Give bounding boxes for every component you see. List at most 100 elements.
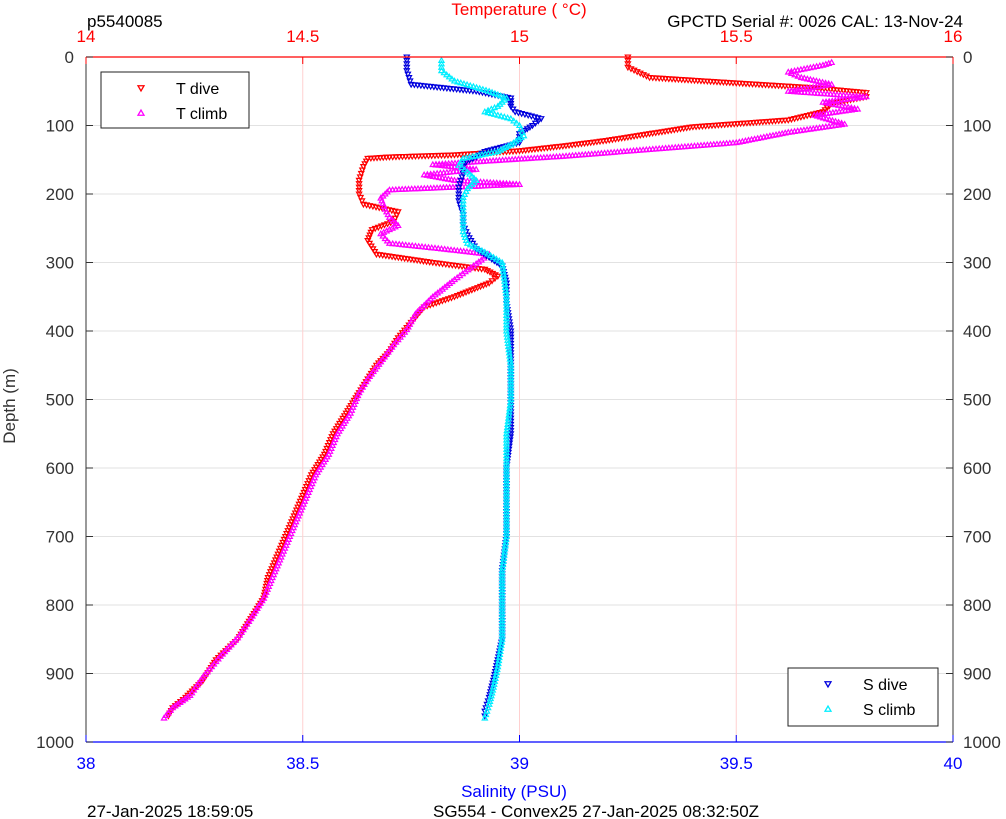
data-point-t_climb xyxy=(282,541,290,548)
serial-info: GPCTD Serial #: 0026 CAL: 13-Nov-24 xyxy=(667,12,963,31)
data-point-t_dive xyxy=(263,577,272,585)
data-point-t_climb xyxy=(260,594,268,601)
data-point-s_dive xyxy=(457,177,465,185)
data-point-t_dive xyxy=(324,442,332,450)
data-point-s_climb xyxy=(437,63,446,70)
data-point-s_climb xyxy=(501,143,510,150)
data-point-s_climb xyxy=(463,239,472,246)
data-point-s_climb xyxy=(502,523,511,530)
data-point-s_climb xyxy=(502,501,511,508)
data-point-t_dive xyxy=(289,516,297,523)
data-point-s_climb xyxy=(503,426,511,434)
data-point-s_dive xyxy=(506,434,515,441)
data-point-t_climb xyxy=(279,547,288,554)
data-point-t_climb xyxy=(327,444,335,451)
data-point-t_dive xyxy=(291,510,299,517)
axes: 0 100 200 300 400 500 600 700 800 900 1000 0 100 200 3… xyxy=(36,27,1001,773)
data-point-s_climb xyxy=(501,280,509,287)
depth-tick-label-right: 900 xyxy=(963,665,991,684)
data-point-s_climb xyxy=(502,302,511,309)
data-point-s_climb xyxy=(501,283,509,290)
data-point-s_climb xyxy=(502,292,511,300)
salinity-tick-label: 39 xyxy=(510,754,529,773)
data-point-s_climb xyxy=(518,128,527,135)
data-point-s_climb xyxy=(498,579,506,586)
data-point-s_climb xyxy=(498,626,506,633)
series-s_dive xyxy=(403,54,545,720)
data-point-s_climb xyxy=(492,671,500,679)
data-point-t_dive xyxy=(297,495,306,503)
data-point-t_dive xyxy=(266,569,275,576)
data-point-t_dive xyxy=(358,198,366,205)
data-point-s_climb xyxy=(461,233,469,241)
footer-mission-info: SG554 - Convex25 27-Jan-2025 08:32:50Z xyxy=(433,802,759,819)
data-point-s_climb xyxy=(490,680,498,687)
data-point-t_dive xyxy=(862,90,870,97)
data-point-t_dive xyxy=(273,554,281,561)
legend-temperature: T dive T climb xyxy=(100,71,250,129)
data-point-t_climb xyxy=(827,58,836,66)
data-point-t_dive xyxy=(355,181,363,188)
data-point-s_climb xyxy=(498,570,506,577)
depth-tick-label-left: 200 xyxy=(46,185,74,204)
temperature-tick-label: 14.5 xyxy=(286,27,319,46)
data-point-t_dive xyxy=(271,557,280,564)
data-point-s_climb xyxy=(503,333,511,340)
data-point-t_dive xyxy=(322,448,330,456)
data-point-s_climb xyxy=(503,330,511,337)
salinity-tick-label: 39.5 xyxy=(720,754,753,773)
data-point-s_climb xyxy=(497,644,505,651)
data-point-t_dive xyxy=(285,525,293,532)
data-point-s_climb xyxy=(491,677,499,684)
data-point-t_climb xyxy=(303,491,311,498)
legend-label-t_climb: T climb xyxy=(176,106,227,123)
depth-tick-label-left: 800 xyxy=(46,596,74,615)
data-point-s_climb xyxy=(502,507,511,515)
data-point-s_climb xyxy=(501,542,509,549)
data-point-s_climb xyxy=(499,268,507,275)
depth-tick-label-right: 500 xyxy=(963,391,991,410)
data-point-t_climb xyxy=(331,435,339,443)
data-point-s_climb xyxy=(498,576,506,583)
data-point-s_climb xyxy=(502,529,511,536)
data-point-t_climb xyxy=(272,564,280,572)
data-point-s_dive xyxy=(507,328,515,335)
data-point-t_climb xyxy=(266,579,274,587)
data-point-s_dive xyxy=(403,64,411,72)
data-point-s_climb xyxy=(502,461,511,468)
data-point-t_climb xyxy=(274,559,283,566)
data-point-t_climb xyxy=(350,400,358,407)
legend-marker-t_dive xyxy=(136,85,146,93)
data-point-t_dive xyxy=(301,486,309,494)
data-point-t_dive xyxy=(278,542,286,550)
temperature-tick-label: 15.5 xyxy=(720,27,753,46)
data-point-t_dive xyxy=(355,188,363,195)
depth-tick-label-right: 0 xyxy=(963,48,972,67)
data-point-t_climb xyxy=(283,538,291,545)
data-point-s_climb xyxy=(437,60,446,67)
data-point-t_dive xyxy=(624,57,632,65)
data-point-s_dive xyxy=(455,184,463,191)
data-point-t_climb xyxy=(292,518,300,525)
data-point-s_dive xyxy=(456,181,464,188)
depth-tick-label-left: 1000 xyxy=(36,733,74,752)
data-point-s_climb xyxy=(504,414,513,421)
data-point-s_climb xyxy=(496,647,504,654)
data-point-s_climb xyxy=(500,548,509,555)
data-point-t_dive xyxy=(328,434,336,441)
temperature-tick-label: 15 xyxy=(510,27,529,46)
data-point-s_climb xyxy=(498,261,507,269)
data-point-t_climb xyxy=(286,532,294,540)
data-point-s_climb xyxy=(498,622,506,630)
data-point-s_climb xyxy=(498,610,506,617)
data-point-t_climb xyxy=(287,529,295,537)
series-t_dive xyxy=(164,54,870,720)
data-point-t_climb xyxy=(265,582,273,589)
data-point-s_climb xyxy=(507,395,515,403)
data-point-t_climb xyxy=(309,476,317,484)
data-point-t_climb xyxy=(354,391,362,399)
data-point-t_climb xyxy=(330,438,338,446)
data-point-t_climb xyxy=(273,562,281,569)
data-point-t_dive xyxy=(326,437,335,444)
data-point-s_climb xyxy=(495,656,503,664)
